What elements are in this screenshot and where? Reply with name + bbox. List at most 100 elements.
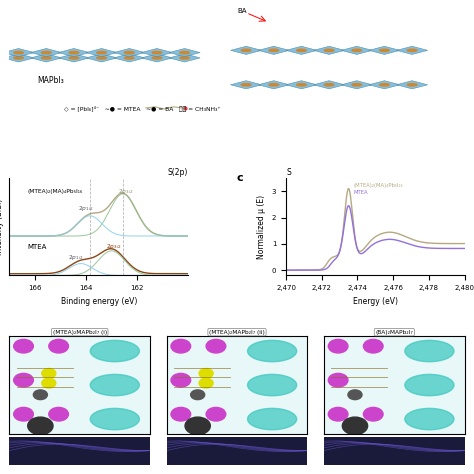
- Polygon shape: [369, 46, 400, 55]
- Circle shape: [364, 339, 383, 353]
- Polygon shape: [230, 81, 262, 89]
- Polygon shape: [3, 54, 34, 62]
- Title: (MTEA)₂MAPb₂I₇ (i): (MTEA)₂MAPb₂I₇ (i): [53, 330, 107, 335]
- Polygon shape: [258, 46, 289, 55]
- Circle shape: [324, 49, 334, 52]
- Text: $2p_{1/2}$: $2p_{1/2}$: [68, 254, 83, 262]
- Text: $2p_{3/2}$: $2p_{3/2}$: [106, 243, 122, 251]
- Polygon shape: [86, 54, 117, 62]
- Text: BA: BA: [237, 8, 246, 14]
- Text: $2p_{3/2}$: $2p_{3/2}$: [118, 188, 133, 196]
- Y-axis label: Intensity (a.u.): Intensity (a.u.): [0, 199, 4, 255]
- Text: c: c: [236, 173, 243, 183]
- Y-axis label: Normalized μ (E): Normalized μ (E): [257, 195, 266, 259]
- Ellipse shape: [247, 374, 297, 396]
- Circle shape: [352, 83, 362, 86]
- Polygon shape: [114, 54, 145, 62]
- Circle shape: [33, 390, 47, 400]
- Circle shape: [97, 57, 107, 59]
- Ellipse shape: [405, 409, 454, 430]
- Ellipse shape: [90, 340, 139, 362]
- Text: MTEA: MTEA: [27, 244, 47, 250]
- Circle shape: [14, 339, 33, 353]
- Circle shape: [152, 51, 162, 54]
- Polygon shape: [58, 48, 90, 57]
- Circle shape: [241, 49, 251, 52]
- Circle shape: [180, 51, 190, 54]
- Text: (MTEA)₂(MA)₄Pb₅I₁₆: (MTEA)₂(MA)₄Pb₅I₁₆: [354, 183, 403, 188]
- Polygon shape: [397, 46, 428, 55]
- Polygon shape: [369, 81, 400, 89]
- Circle shape: [342, 417, 368, 435]
- Polygon shape: [397, 81, 428, 89]
- Circle shape: [171, 374, 191, 387]
- Circle shape: [297, 83, 306, 86]
- Polygon shape: [313, 46, 345, 55]
- Text: MTEA: MTEA: [354, 190, 368, 195]
- Polygon shape: [141, 48, 173, 57]
- Polygon shape: [341, 46, 373, 55]
- Polygon shape: [313, 81, 345, 89]
- Circle shape: [185, 417, 210, 435]
- Circle shape: [352, 49, 362, 52]
- Text: S(2p): S(2p): [167, 168, 188, 177]
- Circle shape: [14, 407, 33, 421]
- Ellipse shape: [405, 374, 454, 396]
- Text: S: S: [286, 168, 291, 177]
- Circle shape: [14, 51, 23, 54]
- Circle shape: [241, 83, 251, 86]
- X-axis label: Energy (eV): Energy (eV): [353, 297, 398, 306]
- Circle shape: [380, 83, 389, 86]
- Polygon shape: [341, 81, 373, 89]
- Circle shape: [171, 407, 191, 421]
- Polygon shape: [286, 46, 317, 55]
- Circle shape: [199, 378, 213, 388]
- Circle shape: [269, 83, 279, 86]
- Circle shape: [407, 49, 417, 52]
- Ellipse shape: [90, 409, 139, 430]
- Polygon shape: [286, 81, 317, 89]
- Circle shape: [199, 368, 213, 378]
- Polygon shape: [114, 48, 145, 57]
- Circle shape: [152, 57, 162, 59]
- Circle shape: [171, 339, 191, 353]
- Circle shape: [41, 57, 51, 59]
- Text: (MTEA)₂(MA)₄Pb₅I₁₆: (MTEA)₂(MA)₄Pb₅I₁₆: [27, 189, 82, 194]
- Circle shape: [269, 49, 279, 52]
- Polygon shape: [31, 54, 62, 62]
- Circle shape: [297, 49, 306, 52]
- Ellipse shape: [405, 340, 454, 362]
- Text: MAPbI₃: MAPbI₃: [37, 76, 64, 85]
- Circle shape: [97, 51, 107, 54]
- Ellipse shape: [247, 409, 297, 430]
- Text: $2p_{1/2}$: $2p_{1/2}$: [78, 204, 94, 213]
- Polygon shape: [230, 46, 262, 55]
- Circle shape: [42, 378, 56, 388]
- Circle shape: [206, 407, 226, 421]
- Circle shape: [348, 390, 362, 400]
- Circle shape: [124, 57, 134, 59]
- Ellipse shape: [90, 374, 139, 396]
- Circle shape: [69, 51, 79, 54]
- Circle shape: [180, 57, 190, 59]
- Polygon shape: [169, 48, 200, 57]
- Circle shape: [28, 417, 53, 435]
- Circle shape: [14, 374, 33, 387]
- Ellipse shape: [247, 340, 297, 362]
- Circle shape: [49, 339, 68, 353]
- Circle shape: [380, 49, 389, 52]
- Polygon shape: [31, 48, 62, 57]
- Polygon shape: [169, 54, 200, 62]
- Text: ◇ = [PbI₆]⁴⁻   ∼● = MTEA   ∼● = BA   𝒰𝒰 = CH₃NH₃⁺: ◇ = [PbI₆]⁴⁻ ∼● = MTEA ∼● = BA 𝒰𝒰 = CH₃N…: [64, 106, 220, 112]
- Circle shape: [124, 51, 134, 54]
- Circle shape: [364, 407, 383, 421]
- Circle shape: [324, 83, 334, 86]
- Circle shape: [407, 83, 417, 86]
- Circle shape: [328, 407, 348, 421]
- Circle shape: [69, 57, 79, 59]
- Polygon shape: [3, 48, 34, 57]
- Circle shape: [328, 339, 348, 353]
- Polygon shape: [86, 48, 117, 57]
- Polygon shape: [58, 54, 90, 62]
- Title: (BA)₂MAPb₂I₇: (BA)₂MAPb₂I₇: [375, 330, 413, 335]
